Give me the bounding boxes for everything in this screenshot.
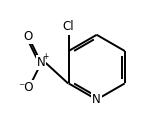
Text: N: N [92, 93, 101, 106]
Text: ⁻O: ⁻O [18, 81, 34, 94]
Text: O: O [24, 30, 33, 43]
Text: Cl: Cl [63, 20, 74, 33]
Text: +: + [42, 52, 49, 61]
Text: N: N [37, 56, 45, 69]
